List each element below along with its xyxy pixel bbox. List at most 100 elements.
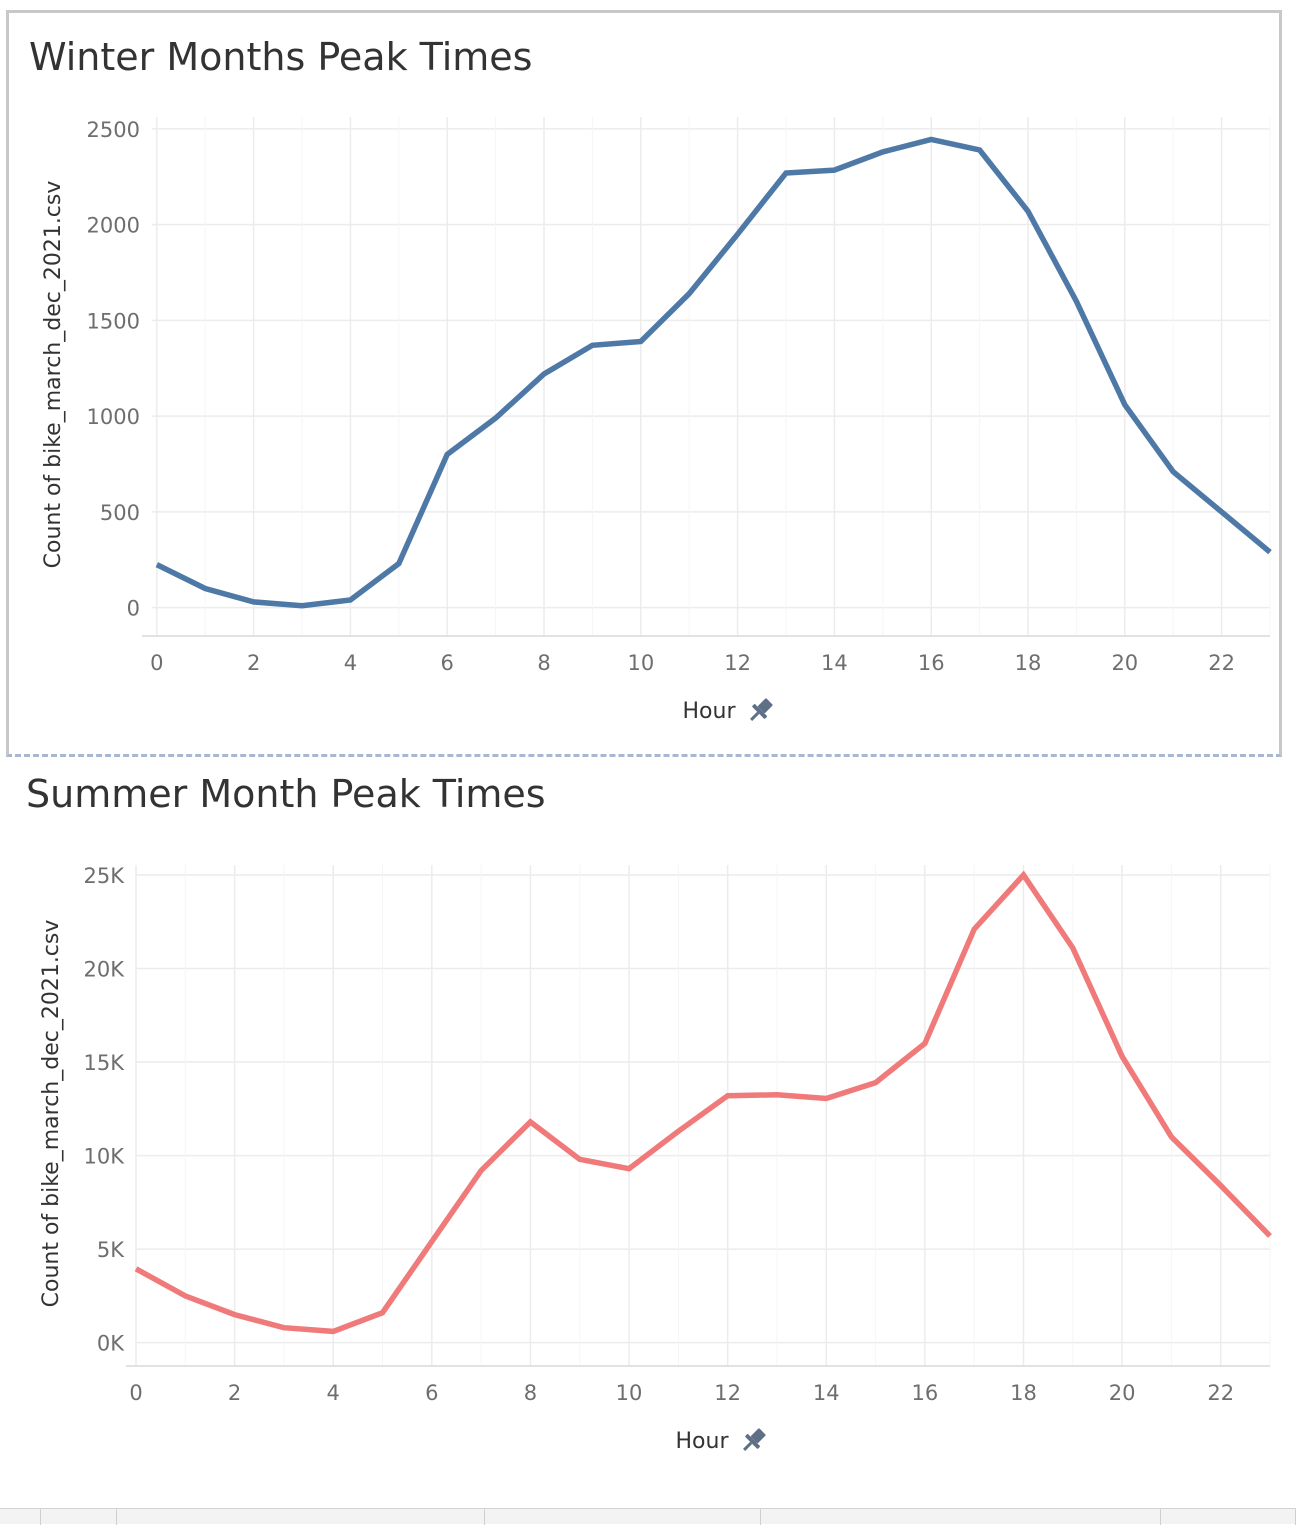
data-point[interactable] — [877, 146, 889, 158]
data-point[interactable] — [199, 582, 211, 594]
y-axis-title: Count of bike_march_dec_2021.csv — [41, 181, 66, 569]
x-tick-label: 16 — [918, 651, 945, 675]
data-point[interactable] — [1264, 1230, 1276, 1242]
data-point[interactable] — [1067, 942, 1079, 954]
chart-title: Winter Months Peak Times — [29, 35, 533, 79]
pin-icon[interactable] — [745, 695, 776, 726]
data-point[interactable] — [925, 133, 937, 145]
data-point[interactable] — [919, 1037, 931, 1049]
data-point[interactable] — [1022, 205, 1034, 217]
data-point[interactable] — [179, 1290, 191, 1302]
data-point[interactable] — [586, 339, 598, 351]
y-axis-title: Count of bike_march_dec_2021.csv — [39, 920, 64, 1308]
x-tick-label: 8 — [524, 1381, 537, 1405]
x-tick-label: 0 — [150, 651, 163, 675]
x-tick-label: 20 — [1109, 1381, 1136, 1405]
x-tick-label: 10 — [627, 651, 654, 675]
gridlines — [135, 865, 1271, 1366]
data-point[interactable] — [635, 335, 647, 347]
data-point[interactable] — [229, 1309, 241, 1321]
x-tick-label: 20 — [1111, 651, 1138, 675]
chart-title: Summer Month Peak Times — [26, 772, 546, 816]
y-tick-label: 25K — [84, 864, 126, 888]
data-point[interactable] — [771, 1089, 783, 1101]
gridlines — [152, 117, 1271, 636]
sheet-tab[interactable] — [116, 1509, 484, 1525]
data-point[interactable] — [278, 1322, 290, 1334]
data-point[interactable] — [1165, 1131, 1177, 1143]
y-tick-label: 2500 — [87, 118, 140, 142]
summer-line-chart[interactable]: 0K 5K 10K 15K 20K 25K 0 2 4 6 8 10 12 14 16 18 20 22 Count… — [0, 760, 1296, 1508]
data-point[interactable] — [968, 923, 980, 935]
y-tick-label: 5K — [97, 1238, 125, 1262]
data-point[interactable] — [1017, 869, 1029, 881]
x-tick-label: 22 — [1208, 651, 1235, 675]
data-point[interactable] — [524, 1116, 536, 1128]
winter-line-chart[interactable]: 0 500 1000 1500 2000 2500 0 2 4 6 8 10 12 14 16 18 20 22 C… — [9, 13, 1279, 754]
sheet-tab[interactable] — [760, 1509, 1160, 1525]
sheet-tabs-bar — [0, 1508, 1296, 1525]
x-axis-title[interactable]: Hour — [683, 699, 737, 724]
data-point[interactable] — [574, 1153, 586, 1165]
data-point[interactable] — [722, 1090, 734, 1102]
y-tick-label: 500 — [100, 501, 140, 525]
data-point[interactable] — [820, 1093, 832, 1105]
series-line[interactable] — [134, 870, 1272, 1335]
data-point[interactable] — [441, 448, 453, 460]
x-axis-title[interactable]: Hour — [676, 1429, 730, 1454]
data-point[interactable] — [426, 1236, 438, 1248]
y-tick-label: 20K — [84, 958, 126, 982]
data-point[interactable] — [974, 144, 986, 156]
data-point[interactable] — [672, 1125, 684, 1137]
y-tick-label: 15K — [84, 1051, 126, 1075]
x-tick-label: 12 — [724, 651, 751, 675]
data-point[interactable] — [490, 412, 502, 424]
data-point[interactable] — [1070, 295, 1082, 307]
data-point[interactable] — [1215, 1180, 1227, 1192]
x-tick-label: 14 — [821, 651, 848, 675]
data-point[interactable] — [1116, 1050, 1128, 1062]
x-tick-label: 16 — [912, 1381, 939, 1405]
sheet-tab[interactable] — [40, 1509, 116, 1525]
x-tick-label: 2 — [247, 651, 260, 675]
data-point[interactable] — [732, 228, 744, 240]
x-tick-label: 6 — [425, 1381, 438, 1405]
x-tick-label: 4 — [327, 1381, 340, 1405]
y-tick-label: 0K — [97, 1332, 125, 1356]
data-point[interactable] — [683, 288, 695, 300]
sheet-tab[interactable] — [1160, 1509, 1296, 1525]
series-line[interactable] — [155, 136, 1272, 609]
data-point[interactable] — [828, 164, 840, 176]
data-point[interactable] — [1119, 399, 1131, 411]
x-tick-label: 12 — [714, 1381, 741, 1405]
x-tick-label: 0 — [129, 1381, 142, 1405]
data-point[interactable] — [780, 167, 792, 179]
data-point[interactable] — [248, 596, 260, 608]
data-point[interactable] — [393, 558, 405, 570]
data-point[interactable] — [327, 1325, 339, 1337]
data-point[interactable] — [1216, 506, 1228, 518]
data-point[interactable] — [475, 1165, 487, 1177]
x-tick-label: 22 — [1207, 1381, 1234, 1405]
x-tick-label: 2 — [228, 1381, 241, 1405]
x-tick-label: 4 — [344, 651, 357, 675]
data-point[interactable] — [377, 1307, 389, 1319]
data-point[interactable] — [538, 368, 550, 380]
data-point[interactable] — [1167, 466, 1179, 478]
x-tick-label: 18 — [1010, 1381, 1037, 1405]
summer-chart-sheet[interactable]: Summer Month Peak Times 0K 5K 10K 15K 20K 25K… — [0, 760, 1296, 1508]
data-point[interactable] — [296, 600, 308, 612]
pin-icon[interactable] — [738, 1425, 769, 1456]
data-points — [130, 869, 1276, 1337]
x-tick-label: 6 — [441, 651, 454, 675]
data-point[interactable] — [1264, 546, 1276, 558]
data-point[interactable] — [623, 1163, 635, 1175]
data-point[interactable] — [151, 559, 163, 571]
data-point[interactable] — [870, 1077, 882, 1089]
data-point[interactable] — [130, 1263, 142, 1275]
scroll-gutter — [1296, 0, 1308, 1524]
data-point[interactable] — [344, 594, 356, 606]
winter-chart-sheet[interactable]: Winter Months Peak Times 0 500 1000 1500 200… — [6, 10, 1282, 757]
y-tick-label: 10K — [84, 1145, 126, 1169]
sheet-tab[interactable] — [484, 1509, 760, 1525]
